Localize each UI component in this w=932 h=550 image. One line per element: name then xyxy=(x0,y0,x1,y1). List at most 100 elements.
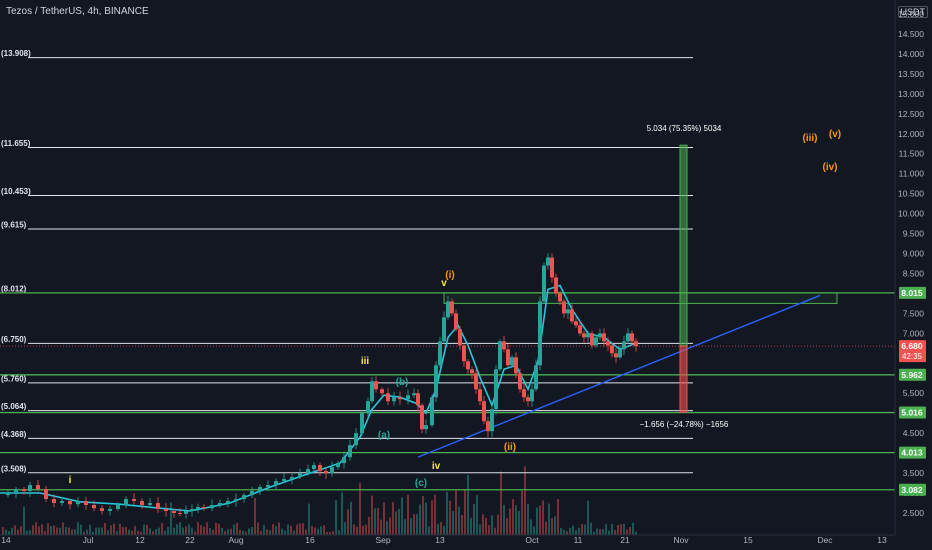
candle-body xyxy=(374,381,378,390)
volume-bar xyxy=(443,526,445,535)
candle-body xyxy=(406,395,410,400)
measure-down-bar xyxy=(679,345,688,413)
volume-bar xyxy=(308,503,310,535)
candle-body xyxy=(250,491,254,496)
price-tick-label: 4.500 xyxy=(903,428,925,438)
volume-bar xyxy=(62,522,64,535)
volume-bar xyxy=(53,525,55,535)
volume-bar xyxy=(317,528,319,535)
volume-bar xyxy=(437,523,439,535)
candle-body xyxy=(494,369,498,410)
price-tick-label: 10.000 xyxy=(898,209,924,219)
wave-label: v xyxy=(441,278,447,289)
candle-body xyxy=(446,301,450,318)
wave-label: (v) xyxy=(829,129,841,140)
volume-bar xyxy=(20,526,22,535)
volume-bar xyxy=(602,529,604,535)
time-tick-label: Aug xyxy=(228,535,243,545)
candle-body xyxy=(626,333,630,342)
candle-body xyxy=(392,397,396,402)
candle-body xyxy=(156,503,160,510)
candle-body xyxy=(6,493,10,496)
volume-bar xyxy=(218,523,220,535)
wave-label: (a) xyxy=(378,430,390,441)
candle-body xyxy=(450,301,454,314)
volume-bar xyxy=(134,525,136,535)
candle-body xyxy=(430,397,434,426)
candle-body xyxy=(218,503,222,506)
level-badge-label: 3.082 xyxy=(901,485,923,495)
volume-bar xyxy=(458,506,460,535)
volume-bar xyxy=(299,523,301,535)
volume-bar xyxy=(407,494,409,535)
candle-body xyxy=(14,489,18,494)
volume-bar xyxy=(476,495,478,535)
volume-bar xyxy=(362,525,364,535)
volume-bar xyxy=(29,530,31,535)
candle-body xyxy=(550,257,554,278)
candle-body xyxy=(510,357,514,366)
candle-body xyxy=(184,511,188,514)
volume-bar xyxy=(515,505,517,535)
volume-bar xyxy=(251,527,253,535)
volume-bar xyxy=(47,523,49,535)
trendline xyxy=(417,294,821,458)
candle-body xyxy=(526,397,530,402)
volume-bar xyxy=(221,527,223,535)
candle-body xyxy=(602,333,606,342)
volume-bar xyxy=(635,531,637,535)
volume-bar xyxy=(44,531,46,535)
volume-bar xyxy=(203,526,205,535)
wave-label: (i) xyxy=(445,270,454,281)
volume-bar xyxy=(539,505,541,535)
candle-body xyxy=(462,345,466,362)
fib-level-label: (11.655) xyxy=(1,139,31,148)
candle-body xyxy=(196,507,200,510)
volume-bar xyxy=(74,529,76,535)
candle-body xyxy=(324,471,328,474)
volume-bar xyxy=(92,531,94,535)
candle-body xyxy=(282,479,286,482)
volume-bar xyxy=(584,524,586,535)
volume-bar xyxy=(122,527,124,535)
time-tick-label: 11 xyxy=(574,535,583,545)
time-tick-label: 15 xyxy=(743,535,753,545)
volume-bar xyxy=(215,522,217,535)
candle-body xyxy=(590,333,594,346)
volume-bar xyxy=(338,530,340,535)
symbol-title: Tezos / TetherUS, 4h, BINANCE xyxy=(6,6,149,17)
volume-bar xyxy=(278,522,280,535)
volume-bar xyxy=(296,524,298,535)
volume-bar xyxy=(212,529,214,535)
volume-bar xyxy=(542,500,544,535)
volume-bar xyxy=(65,527,67,535)
volume-bar xyxy=(410,518,412,535)
volume-bar xyxy=(209,528,211,535)
volume-bar xyxy=(509,508,511,535)
volume-bar xyxy=(560,527,562,535)
candle-body xyxy=(506,349,510,366)
candle-body xyxy=(522,389,526,398)
candle-body xyxy=(354,433,358,446)
volume-bar xyxy=(119,523,121,535)
level-badge xyxy=(899,483,926,496)
volume-bar xyxy=(578,527,580,535)
volume-bar xyxy=(83,531,85,535)
volume-bar xyxy=(386,521,388,535)
volume-bar xyxy=(416,514,418,535)
fib-level-label: (6.750) xyxy=(1,335,27,344)
volume-bar xyxy=(524,466,526,535)
volume-bar xyxy=(353,524,355,535)
volume-bar xyxy=(266,529,268,535)
candle-body xyxy=(474,373,478,390)
volume-bar xyxy=(398,509,400,535)
volume-bar xyxy=(395,511,397,535)
candle-body xyxy=(398,397,402,400)
wave-label: iv xyxy=(432,461,441,472)
time-tick-label: 14 xyxy=(1,535,11,545)
price-tick-label: 11.500 xyxy=(899,149,925,159)
volume-bar xyxy=(365,524,367,535)
volume-bar xyxy=(143,524,145,535)
candle-body xyxy=(274,481,278,486)
